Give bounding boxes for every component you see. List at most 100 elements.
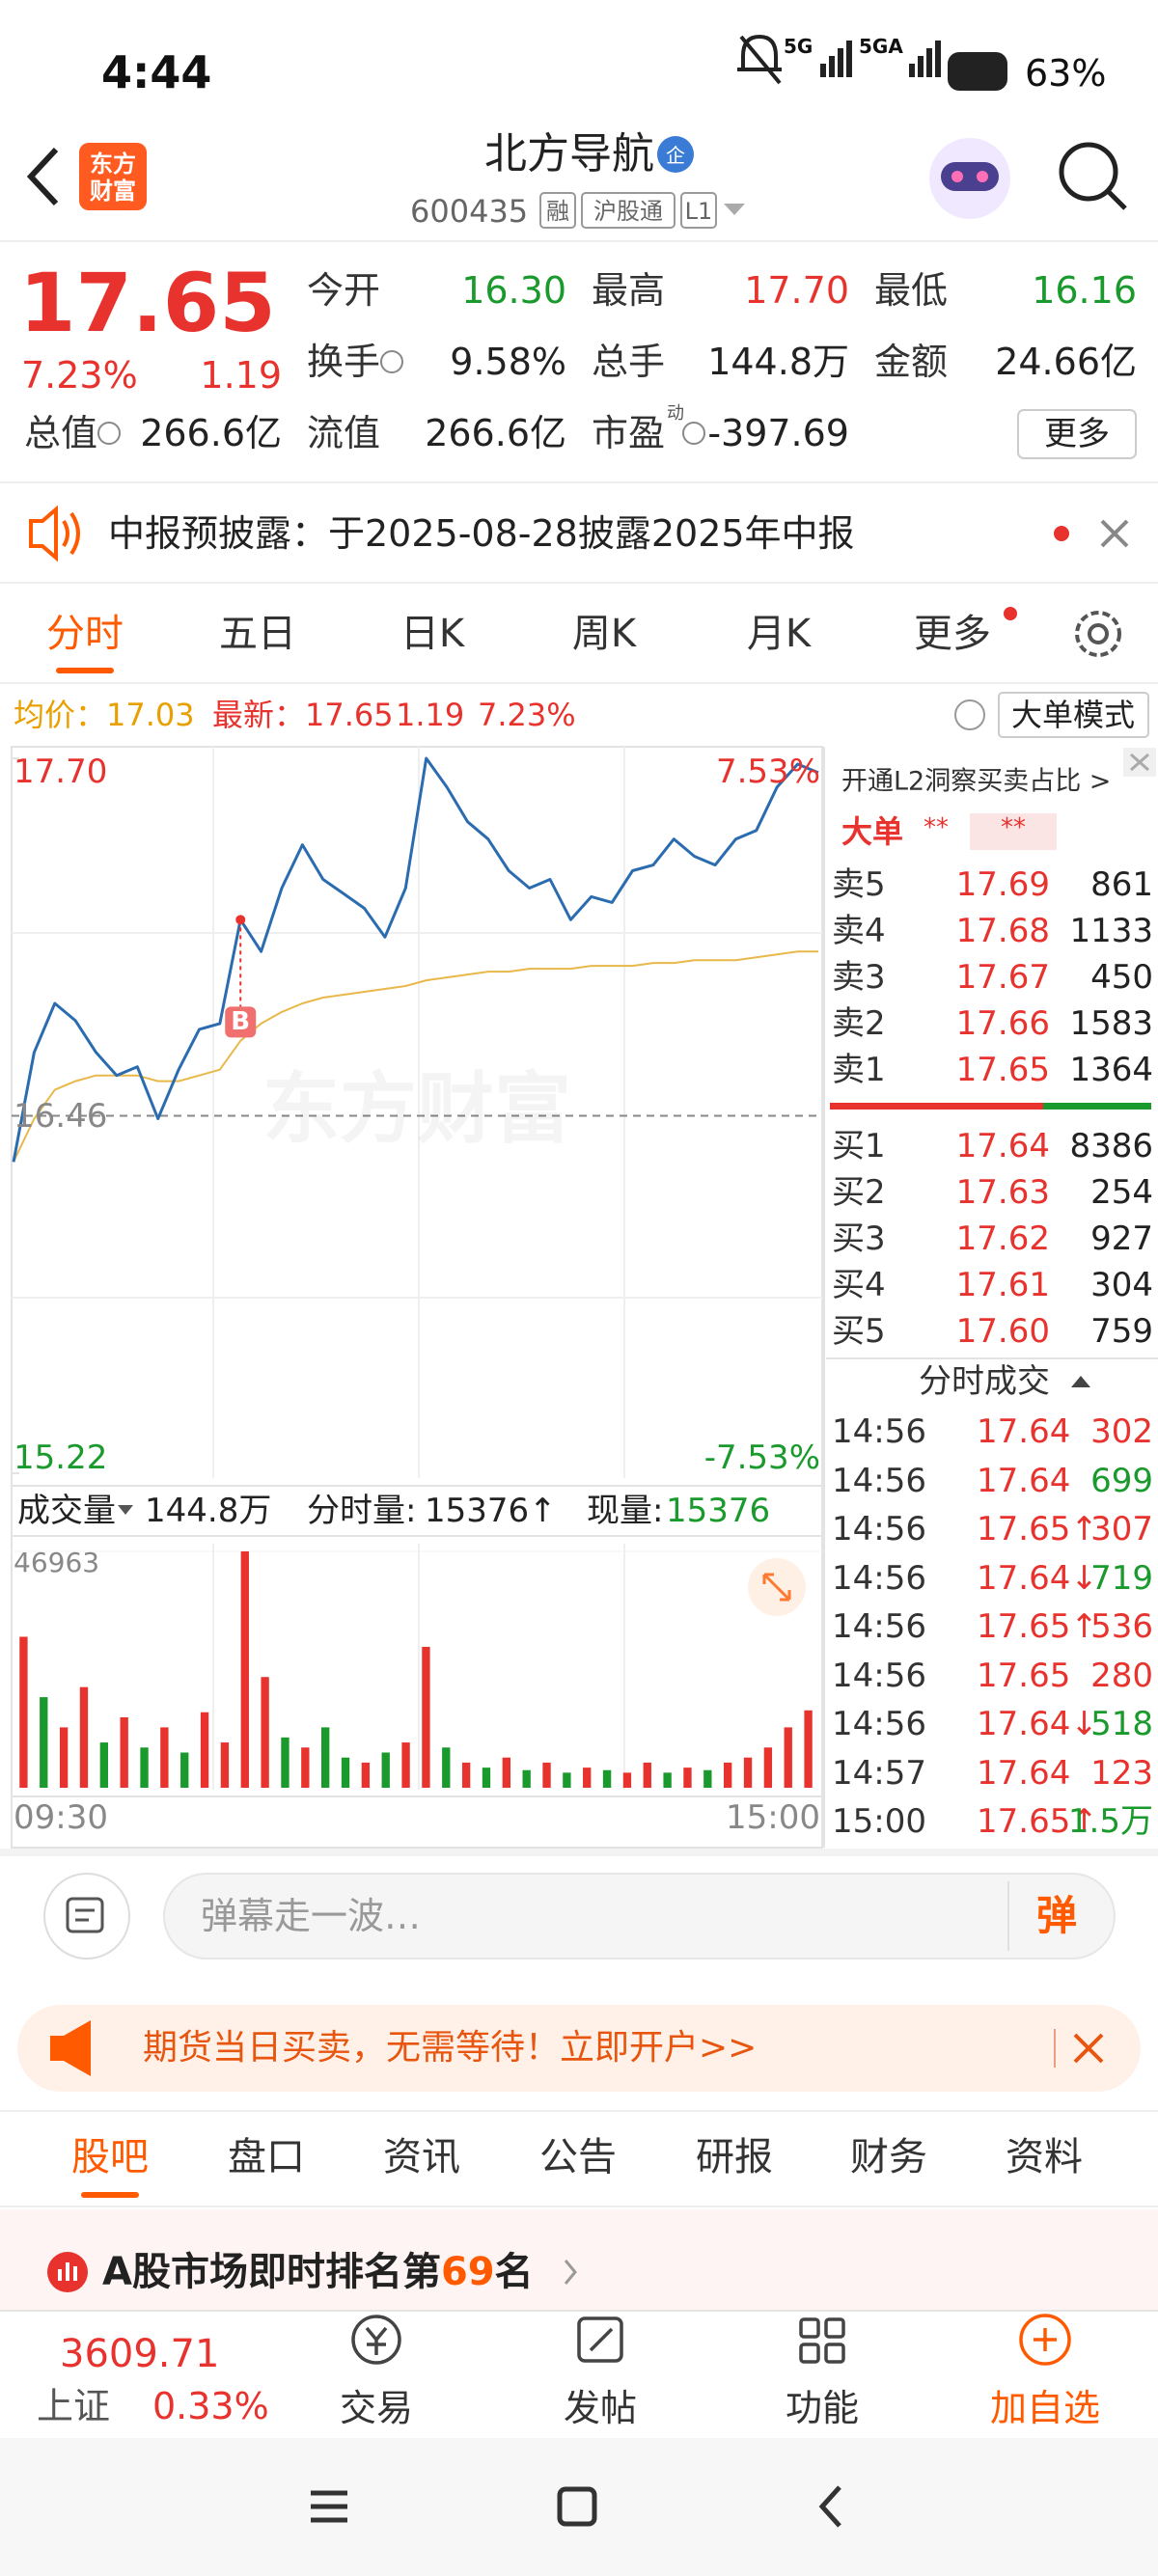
book-level: 买1 <box>832 1127 886 1165</box>
mode-label[interactable]: 大单模式 <box>1010 697 1136 733</box>
volume-bar <box>19 1636 28 1788</box>
expand-button[interactable] <box>748 1558 806 1616</box>
dropdown-arrow[interactable] <box>118 1505 133 1515</box>
mode-button[interactable] <box>998 692 1149 738</box>
danmaku-input[interactable] <box>163 1873 1116 1959</box>
trade-volume: 123 <box>1090 1753 1153 1793</box>
section-tab[interactable]: 财务 <box>850 2135 927 2179</box>
volume-bar <box>401 1742 410 1788</box>
info-icon <box>97 422 121 445</box>
book-level: 卖2 <box>832 1004 886 1043</box>
sort-arrow[interactable] <box>1071 1376 1090 1387</box>
field-label: 今开 <box>307 269 381 312</box>
book-volume: 861 <box>1090 865 1153 904</box>
book-price: 17.68 <box>955 912 1050 950</box>
volume-bar <box>643 1762 651 1788</box>
unread-dot <box>1054 526 1069 541</box>
trade-time: 14:56 <box>832 1705 926 1743</box>
volume-label[interactable]: 成交量 <box>17 1492 116 1530</box>
nav-bar <box>0 2438 1158 2576</box>
chart-tab[interactable]: 日K <box>400 612 465 656</box>
volume-bar <box>200 1712 209 1788</box>
last-price: 17.65 <box>305 697 394 733</box>
badge: 企 <box>666 144 685 167</box>
volume-bar <box>703 1769 712 1788</box>
info-icon <box>380 350 403 373</box>
info-icon[interactable] <box>954 699 985 730</box>
section-tab[interactable]: 研报 <box>696 2135 773 2179</box>
bottom-action[interactable]: 加自选 <box>989 2387 1101 2429</box>
robot-avatar[interactable] <box>929 138 1010 219</box>
notice-text[interactable]: 中报预披露：于2025-08-28披露2025年中报 <box>108 512 855 555</box>
danmaku-placeholder[interactable]: 弹幕走一波… <box>201 1895 422 1937</box>
section-tab[interactable]: 公告 <box>539 2135 617 2179</box>
more-button[interactable] <box>1017 409 1137 459</box>
ad-text[interactable]: 期货当日买卖，无需等待！立即开户>> <box>143 2028 758 2068</box>
chart-tab[interactable]: 更多 <box>914 612 991 656</box>
tag: L1 <box>684 198 713 225</box>
chart-tab[interactable]: 周K <box>571 612 637 656</box>
ranking-rank: 69 <box>440 2250 495 2294</box>
tab-underline <box>81 2192 139 2198</box>
status-icons <box>737 34 1007 91</box>
danmaku-settings[interactable] <box>43 1873 130 1959</box>
volume-bar <box>763 1747 773 1788</box>
trade-volume: 1.5万 <box>1067 1802 1153 1841</box>
more-button-label[interactable]: 更多 <box>1044 415 1110 453</box>
section-tab[interactable]: 资讯 <box>383 2135 460 2179</box>
bottom-icons <box>351 2314 1071 2366</box>
danmaku-button[interactable]: 弹 <box>1035 1892 1078 1939</box>
bottom-action[interactable]: 功能 <box>785 2387 860 2429</box>
trade-volume: 518 <box>1090 1705 1153 1743</box>
book-price: 17.62 <box>955 1219 1050 1258</box>
volume-bar <box>240 1551 249 1788</box>
pct-label: 7.53% <box>715 753 820 791</box>
book-price: 17.67 <box>955 958 1050 997</box>
book-price: 17.64 <box>955 1127 1050 1165</box>
volume-bar <box>281 1737 290 1788</box>
ranking[interactable]: A股市场即时排名第 69 名 <box>102 2253 534 2291</box>
bottom-action[interactable]: 交易 <box>339 2387 414 2429</box>
ad-banner[interactable] <box>17 2005 1141 2092</box>
trades-title[interactable]: 分时成交 <box>919 1362 1050 1401</box>
volume-bar <box>542 1762 551 1788</box>
volume-bar <box>804 1710 813 1788</box>
volume-bar <box>602 1769 612 1788</box>
volume-bar <box>160 1727 169 1788</box>
chart-tab[interactable]: 月K <box>746 612 812 656</box>
volume-bar <box>99 1742 108 1788</box>
chart-tab[interactable]: 分时 <box>46 612 124 656</box>
index-value[interactable]: 3609.71 <box>60 2332 220 2376</box>
trade-marker <box>225 1006 257 1038</box>
section-tab[interactable]: 股吧 <box>71 2135 149 2179</box>
volume-bar <box>583 1768 592 1788</box>
chart-tab[interactable]: 五日 <box>219 612 296 656</box>
bottom-action[interactable]: 发帖 <box>563 2387 638 2429</box>
stock-name: 北方导航 <box>484 129 654 178</box>
trade-price: 17.64 <box>977 1753 1071 1793</box>
nav-buttons[interactable] <box>311 2485 841 2528</box>
settings-icon[interactable] <box>1075 611 1121 657</box>
section-tab[interactable]: 资料 <box>1006 2135 1083 2179</box>
volume-bar <box>79 1686 89 1788</box>
section-tab[interactable]: 盘口 <box>228 2135 305 2179</box>
price-line <box>12 756 819 1163</box>
big-order-label: 大单 <box>841 813 904 850</box>
book-price: 17.61 <box>955 1266 1050 1304</box>
masked-box <box>970 813 1057 850</box>
close-button[interactable] <box>1123 748 1156 777</box>
search-button[interactable] <box>1059 142 1127 210</box>
close-button[interactable] <box>1100 519 1129 548</box>
trade-price: 17.64↓ <box>977 1558 1098 1598</box>
field-label: 总手 <box>592 341 666 383</box>
field-value: 17.70 <box>744 269 849 312</box>
book-volume: 304 <box>1090 1266 1153 1304</box>
close-button[interactable] <box>1073 2033 1104 2064</box>
cur-vol-label: 现量: <box>587 1492 664 1530</box>
l2-promo[interactable]: 开通L2洞察买卖占比 > <box>841 766 1112 797</box>
back-button[interactable] <box>26 147 59 206</box>
ranking-bg[interactable] <box>0 2209 1158 2311</box>
